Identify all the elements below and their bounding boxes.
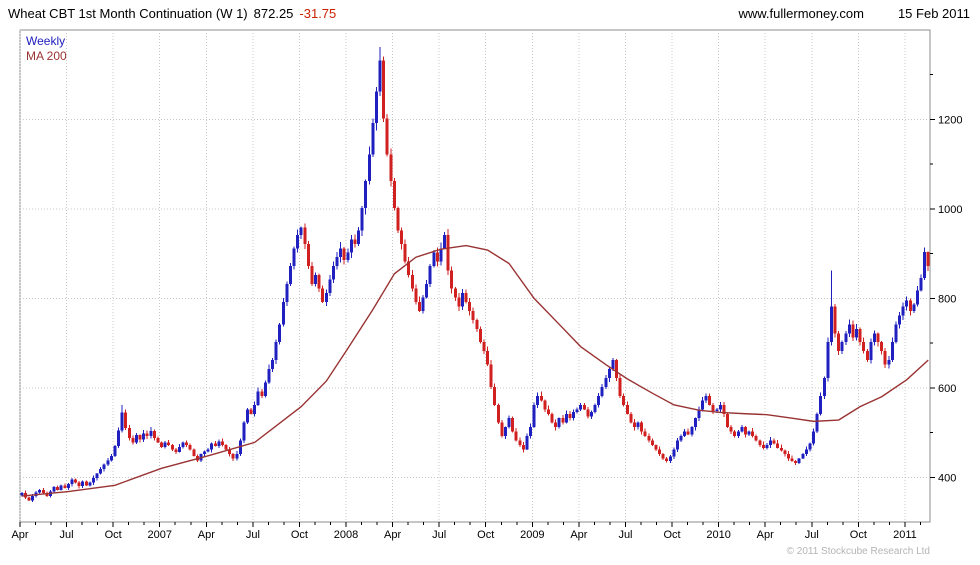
svg-text:2009: 2009 (520, 529, 544, 541)
svg-text:Apr: Apr (570, 529, 587, 541)
svg-text:2010: 2010 (706, 529, 730, 541)
svg-text:Jul: Jul (246, 529, 260, 541)
svg-text:Apr: Apr (11, 529, 28, 541)
price-change: -31.75 (299, 5, 337, 21)
svg-text:2011: 2011 (893, 529, 917, 541)
svg-text:2008: 2008 (334, 529, 358, 541)
svg-text:800: 800 (938, 293, 956, 305)
svg-text:400: 400 (938, 472, 956, 484)
chart-title: Wheat CBT 1st Month Continuation (W 1) (8, 5, 248, 21)
header-right-group: www.fullermoney.com 15 Feb 2011 (738, 6, 970, 21)
svg-text:2007: 2007 (147, 529, 171, 541)
svg-text:Jul: Jul (618, 529, 632, 541)
svg-text:Jul: Jul (805, 529, 819, 541)
svg-text:Oct: Oct (663, 529, 680, 541)
chart-date: 15 Feb 2011 (897, 5, 970, 21)
ma-200-line (21, 244, 929, 497)
price-chart: 400 600 800 1000 1200 Apr Jul Oct 2007 Apr Jul Oct 2… (0, 26, 980, 560)
svg-text:Oct: Oct (850, 529, 867, 541)
svg-text:Apr: Apr (198, 529, 215, 541)
copyright-note: © 2011 Stockcube Research Ltd (787, 546, 930, 557)
candles (20, 46, 930, 502)
gridlines (19, 30, 930, 522)
svg-text:Oct: Oct (477, 529, 494, 541)
candlestick-chart-svg: 400 600 800 1000 1200 Apr Jul Oct 2007 Apr Jul Oct 2… (11, 29, 962, 557)
svg-text:Apr: Apr (757, 529, 774, 541)
axis-ticks (19, 74, 935, 527)
legend-item-ma-200: MA 200 (26, 49, 67, 63)
svg-text:Apr: Apr (384, 529, 401, 541)
legend-item-weekly: Weekly (26, 34, 65, 48)
svg-text:Oct: Oct (105, 529, 122, 541)
chart-title-group: Wheat CBT 1st Month Continuation (W 1) 8… (8, 6, 336, 21)
y-axis-labels: 400 600 800 1000 1200 (938, 114, 962, 484)
website-link[interactable]: www.fullermoney.com (738, 5, 864, 21)
svg-text:600: 600 (938, 383, 956, 395)
svg-text:1200: 1200 (938, 114, 962, 126)
last-price: 872.25 (253, 5, 294, 21)
svg-text:Jul: Jul (432, 529, 446, 541)
plot-border (19, 29, 931, 523)
svg-text:Oct: Oct (291, 529, 308, 541)
svg-text:Jul: Jul (60, 529, 74, 541)
chart-header: Wheat CBT 1st Month Continuation (W 1) 8… (0, 0, 980, 26)
svg-text:1000: 1000 (938, 204, 962, 216)
x-axis-labels: Apr Jul Oct 2007 Apr Jul Oct 2008 Apr Jul Oct 2009 A… (11, 529, 916, 541)
